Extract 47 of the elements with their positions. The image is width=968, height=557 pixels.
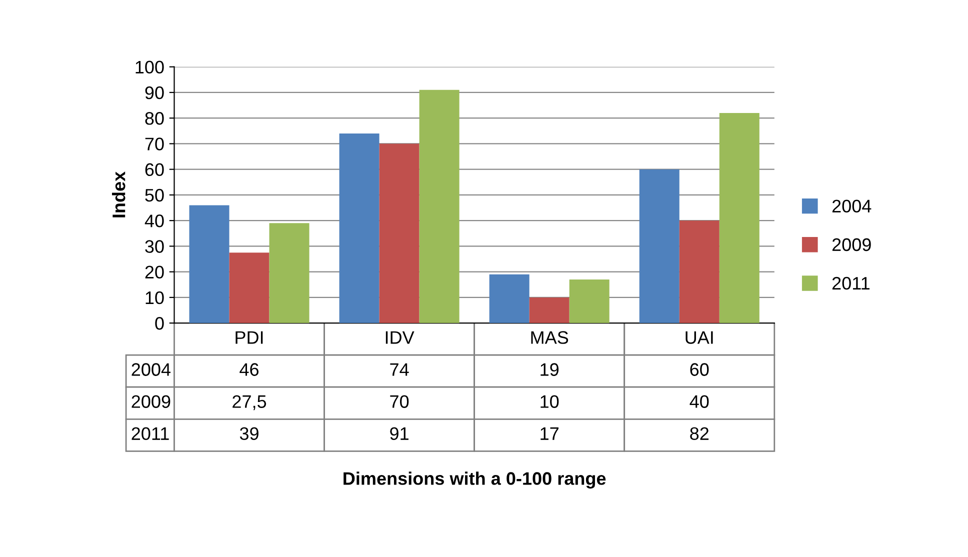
data-label: 27,5 (232, 395, 266, 410)
data-label: 60 (690, 363, 709, 376)
bar (679, 220, 720, 324)
text: 2011 (132, 427, 169, 440)
data-label: 91 (390, 427, 408, 440)
data-label: 40 (690, 395, 709, 408)
x-tick-label: PDI (236, 331, 263, 344)
data-label: 17 (540, 427, 558, 440)
data-label: 70 (390, 395, 409, 408)
y-tick-label: 40 (144, 214, 164, 228)
bar (719, 112, 760, 324)
data-label: 46 (240, 363, 259, 376)
y-tick-label: 50 (145, 188, 164, 202)
y-tick-label: 70 (145, 138, 164, 150)
x-tick-label: MAS (531, 331, 568, 344)
legend-label: 2011 (832, 276, 870, 290)
data-label: 39 (240, 427, 258, 440)
y-tick-label: 10 (146, 291, 164, 304)
data-label: 19 (540, 363, 559, 376)
y-tick-label: 30 (145, 240, 164, 253)
data-label: 74 (390, 363, 409, 376)
y-tick-label: 90 (145, 86, 164, 100)
bar (489, 274, 530, 324)
legend-label: 2004 (832, 200, 872, 212)
bar (569, 280, 610, 324)
y-axis-title: Index (112, 172, 126, 218)
x-tick-label: UAI (686, 331, 713, 344)
legend-label: 2009 (832, 238, 871, 252)
text: 2004 (132, 363, 171, 376)
bar (639, 169, 680, 324)
bar (229, 252, 270, 324)
x-tick-label: IDV (386, 331, 414, 344)
y-tick-label: 100 (136, 60, 164, 74)
text: 2009 (132, 395, 170, 408)
data-label: 10 (540, 395, 559, 408)
y-tick-label: 0 (155, 316, 164, 330)
bar (379, 144, 420, 324)
bar (269, 223, 310, 324)
y-tick-label: 80 (145, 112, 164, 125)
bar (529, 297, 570, 324)
bar (189, 205, 230, 324)
bar (339, 133, 380, 324)
y-tick-label: 60 (145, 163, 164, 176)
text: Dimensions with a 0-100 range (344, 472, 606, 489)
data-label: 82 (690, 427, 709, 440)
y-tick-label: 20 (145, 266, 164, 279)
bar (419, 90, 460, 324)
